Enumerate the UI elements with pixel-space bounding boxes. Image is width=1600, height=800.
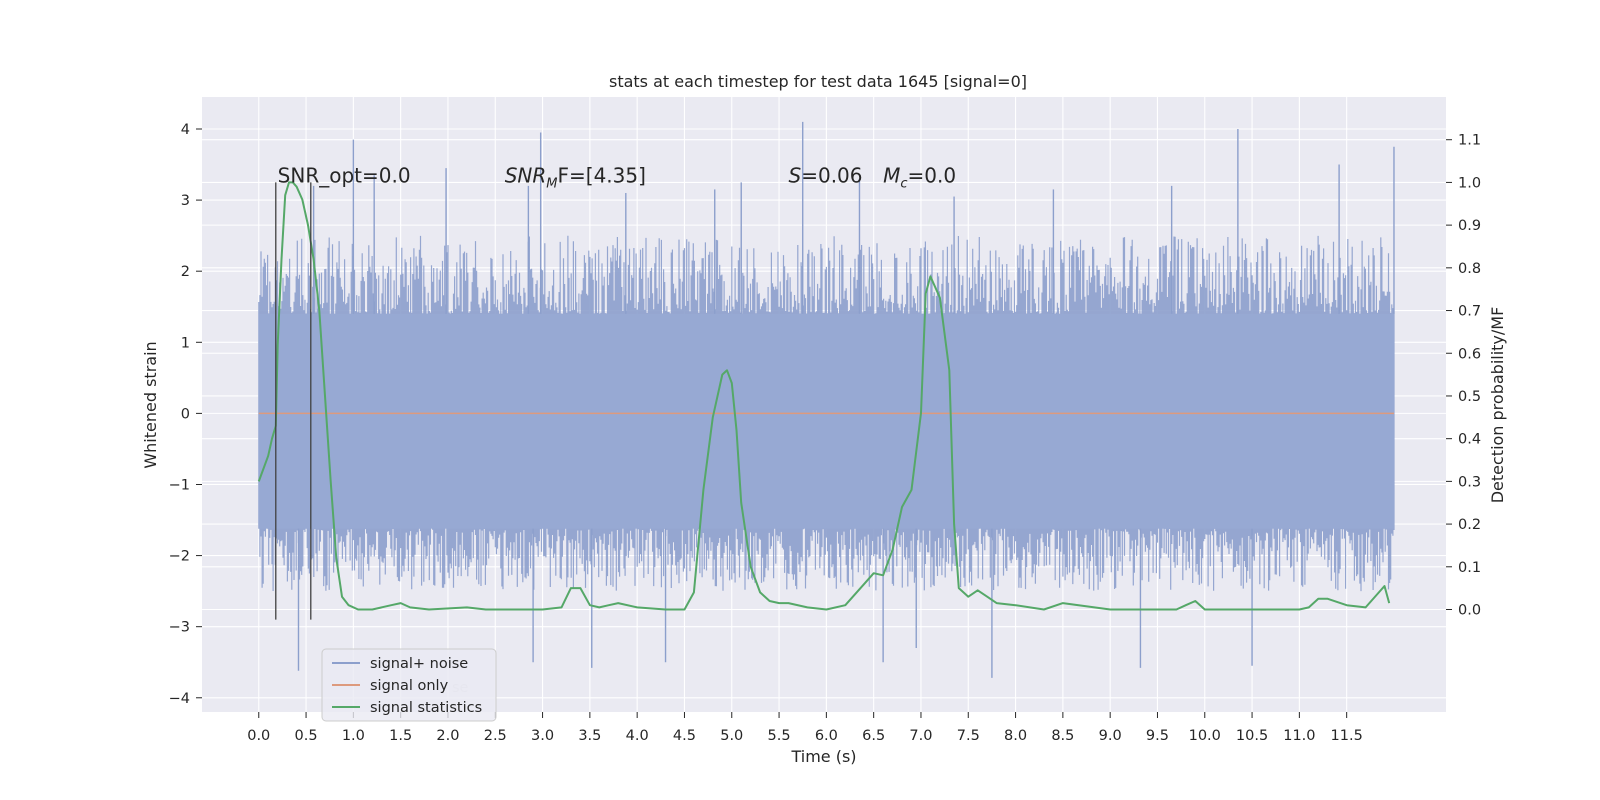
y-left-tick-label-1: 3 xyxy=(181,193,190,209)
legend-label-0: signal+ noise xyxy=(370,656,468,672)
y-right-tick-label-9: 0.2 xyxy=(1458,517,1481,533)
x-tick-label-18: 9.0 xyxy=(1099,728,1122,744)
chart-title: stats at each timestep for test data 164… xyxy=(609,72,1027,91)
y-left-tick-label-5: −1 xyxy=(169,477,190,493)
y-right-tick-label-0: 1.1 xyxy=(1458,133,1481,149)
x-tick-label-3: 1.5 xyxy=(389,728,412,744)
y-right-tick-label-2: 0.9 xyxy=(1458,218,1481,234)
y-left-tick-label-8: −4 xyxy=(169,691,190,707)
y-right-axis-label: Detection probability/MF xyxy=(1488,307,1507,504)
x-tick-label-7: 3.5 xyxy=(578,728,601,744)
annotation-2-main: S xyxy=(789,163,802,187)
y-right-tick-label-4: 0.7 xyxy=(1458,304,1481,320)
legend-label-2: signal statistics xyxy=(370,700,482,716)
noise-core-band xyxy=(258,313,1394,529)
annotation-3-sub: c xyxy=(900,176,907,191)
annotation-0: SNR_opt=0.0 xyxy=(278,163,411,187)
y-left-tick-label-4: 0 xyxy=(181,406,190,422)
x-tick-label-8: 4.0 xyxy=(626,728,649,744)
signal-statistics-line xyxy=(257,181,1391,611)
y-left-tick-label-0: 4 xyxy=(181,122,190,138)
y-right-tick-label-6: 0.5 xyxy=(1458,389,1481,405)
x-tick-label-10: 5.0 xyxy=(720,728,743,744)
annotation-1-rest: F=[4.35] xyxy=(558,163,646,187)
y-right-tick-label-3: 0.8 xyxy=(1458,261,1481,277)
y-left-tick-label-6: −2 xyxy=(169,549,190,565)
x-axis-label: Time (s) xyxy=(790,747,856,766)
y-right-axis-ticks: 1.1 1.0 0.9 0.8 0.7 0.6 0.5 0.4 0.3 0.2 0.1 0.0 xyxy=(1446,133,1481,619)
y-left-tick-label-7: −3 xyxy=(169,620,190,636)
x-axis-ticks: 0.0 0.5 1.0 1.5 2.0 2.5 3.0 3.5 4.0 4.5 5.0 5.5 6.0 6… xyxy=(247,712,1363,744)
x-tick-label-2: 1.0 xyxy=(342,728,365,744)
y-left-axis-ticks: 4 3 2 1 0 −1 −2 −3 −4 xyxy=(169,122,202,707)
y-left-tick-label-2: 2 xyxy=(181,264,190,280)
annotations: SNR_opt=0.0 SNRMF=[4.35] S=0.06 Mc=0.0 xyxy=(278,163,956,191)
x-tick-label-4: 2.0 xyxy=(436,728,459,744)
signal-noise-series xyxy=(258,121,1395,678)
annotation-3-rest: =0.0 xyxy=(908,163,957,187)
annotation-3: Mc=0.0 xyxy=(883,163,956,191)
legend-box xyxy=(321,648,497,722)
x-tick-label-22: 11.0 xyxy=(1283,728,1315,744)
x-tick-label-5: 2.5 xyxy=(484,728,507,744)
y-left-tick-label-3: 1 xyxy=(181,335,190,351)
x-tick-label-16: 8.0 xyxy=(1004,728,1027,744)
x-tick-label-23: 11.5 xyxy=(1331,728,1363,744)
x-tick-label-9: 4.5 xyxy=(673,728,696,744)
x-tick-label-1: 0.5 xyxy=(295,728,318,744)
x-tick-label-21: 10.5 xyxy=(1236,728,1268,744)
y-right-tick-label-7: 0.4 xyxy=(1458,432,1481,448)
vertical-markers xyxy=(275,182,312,620)
x-tick-label-17: 8.5 xyxy=(1051,728,1074,744)
y-left-axis-label: Whitened strain xyxy=(141,341,160,468)
y-right-tick-label-10: 0.1 xyxy=(1458,560,1481,576)
signal-statistics-series xyxy=(257,181,1391,611)
x-tick-label-6: 3.0 xyxy=(531,728,554,744)
x-tick-label-12: 6.0 xyxy=(815,728,838,744)
x-tick-label-14: 7.0 xyxy=(909,728,932,744)
annotation-3-main: M xyxy=(883,163,900,187)
x-tick-label-11: 5.5 xyxy=(768,728,791,744)
annotation-1-sub: M xyxy=(546,176,557,191)
x-tick-label-13: 6.5 xyxy=(862,728,885,744)
annotation-1: SNRMF=[4.35] xyxy=(505,163,646,191)
x-tick-label-0: 0.0 xyxy=(247,728,270,744)
y-right-tick-label-5: 0.6 xyxy=(1458,346,1481,362)
x-tick-label-20: 10.0 xyxy=(1189,728,1221,744)
annotation-2-rest: =0.06 xyxy=(801,163,862,187)
x-tick-label-15: 7.5 xyxy=(957,728,980,744)
x-tick-label-19: 9.5 xyxy=(1146,728,1169,744)
y-right-tick-label-11: 0.0 xyxy=(1458,603,1481,619)
y-right-tick-label-8: 0.3 xyxy=(1458,474,1481,490)
annotation-2: S=0.06 xyxy=(789,163,863,187)
annotation-1-main: SNR xyxy=(505,163,547,187)
y-right-tick-label-1: 1.0 xyxy=(1458,175,1481,191)
legend-label-1: signal only xyxy=(370,678,449,694)
